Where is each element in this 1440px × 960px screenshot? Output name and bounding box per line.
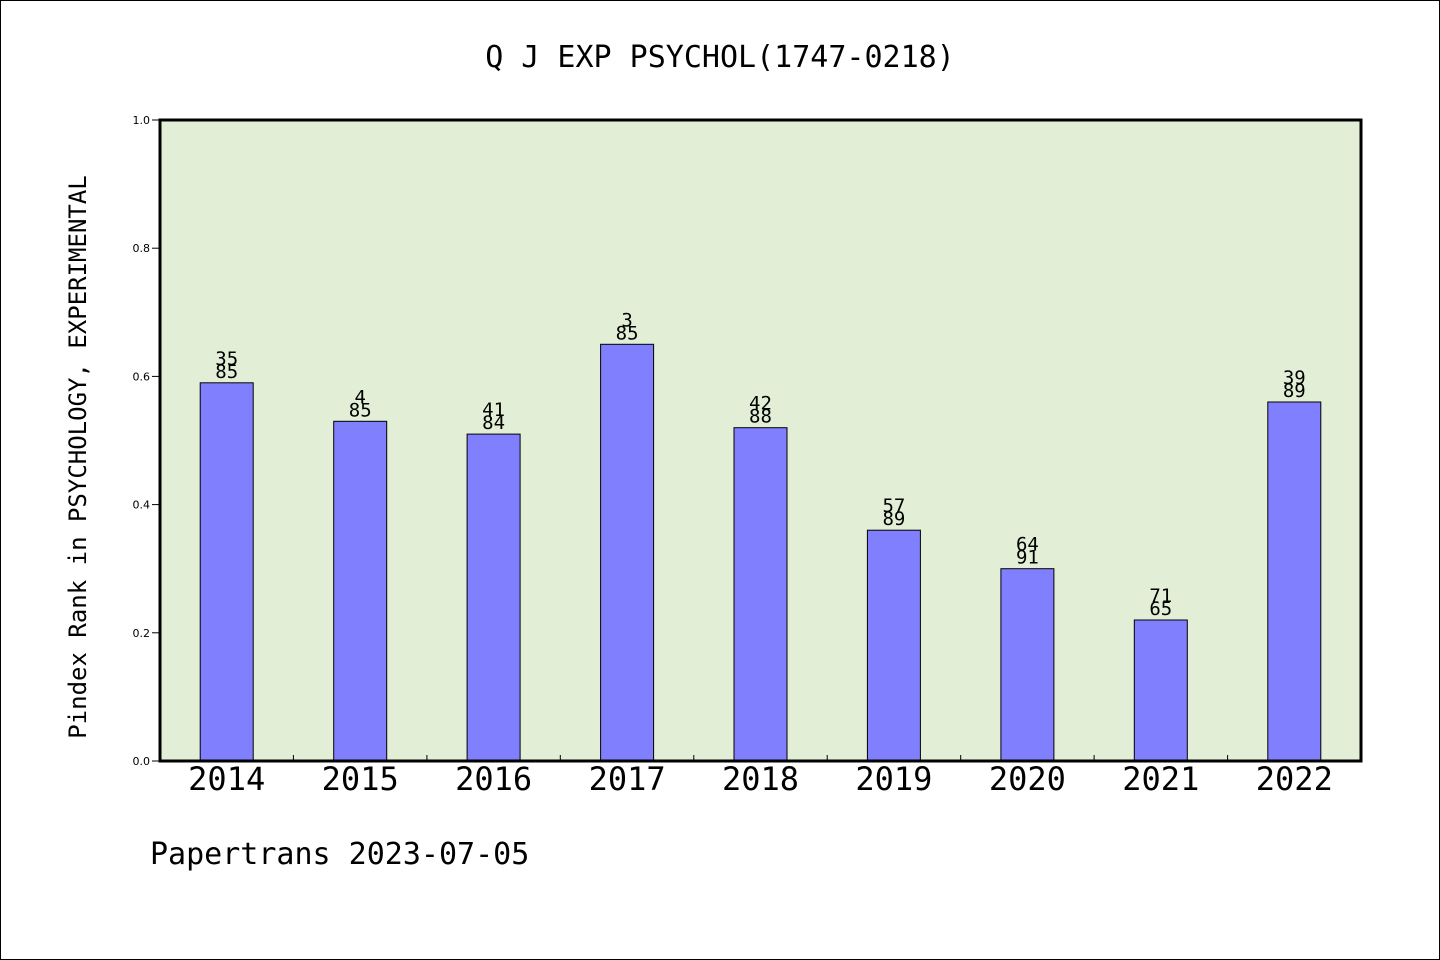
bar-label-total-2015: 85 [349,399,372,421]
bar-2014 [199,382,254,762]
y-tick-label: 0.0 [133,755,151,768]
bar-label-total-2022: 89 [1283,380,1306,402]
bar-label-rank-2018: 42 [749,393,772,415]
bar-label-rank-2022: 39 [1283,367,1306,389]
plot-border [158,118,1363,763]
bar-label-rank-2020: 64 [1016,534,1039,556]
y-axis-label: Pindex Rank in PSYCHOLOGY, EXPERIMENTAL [64,175,92,739]
bar-label-total-2016: 84 [482,412,505,434]
y-tick-label: 1.0 [133,114,151,127]
bar-label-total-2019: 89 [882,508,905,530]
bar-2016 [466,433,521,762]
bars [199,343,1322,762]
x-tick-label-2019: 2019 [855,760,932,798]
bar-label-total-2020: 91 [1016,547,1039,569]
bar-2017 [600,343,655,762]
bar-label-rank-2015: 4 [354,386,365,408]
x-tick-label-2022: 2022 [1256,760,1333,798]
bar-label-rank-2017: 3 [621,309,632,331]
y-tick-label: 0.4 [133,499,151,512]
y-tick-label: 0.2 [133,627,151,640]
bar-label-total-2018: 88 [749,406,772,428]
bar-2019 [866,529,921,762]
bar-label-rank-2014: 35 [215,348,238,370]
bar-2022 [1267,401,1322,762]
x-tick-label-2016: 2016 [455,760,532,798]
footer-credit: Papertrans 2023-07-05 [150,837,529,872]
bar-2020 [1000,568,1055,762]
x-tick-label-2018: 2018 [722,760,799,798]
y-tick-label: 0.6 [133,370,151,383]
x-tick-label-2020: 2020 [989,760,1066,798]
bar-label-rank-2016: 41 [482,399,505,421]
bar-label-total-2017: 85 [616,322,639,344]
bar-label-total-2021: 65 [1149,598,1172,620]
bar-2015 [333,420,388,762]
bar-label-total-2014: 85 [215,361,238,383]
x-axis-ticks: 2014 2015 2016 2017 2018 2019 2020 2021 2022 [188,755,1333,798]
x-tick-label-2015: 2015 [322,760,399,798]
bar-2021 [1133,619,1188,762]
x-tick-label-2021: 2021 [1122,760,1199,798]
x-tick-label-2014: 2014 [188,760,265,798]
bar-label-rank-2021: 71 [1149,585,1172,607]
chart-title: Q J EXP PSYCHOL(1747-0218) [485,40,955,75]
y-tick-label: 0.8 [133,242,151,255]
bar-label-rank-2019: 57 [882,495,905,517]
bar-2018 [733,427,788,762]
x-tick-label-2017: 2017 [589,760,666,798]
